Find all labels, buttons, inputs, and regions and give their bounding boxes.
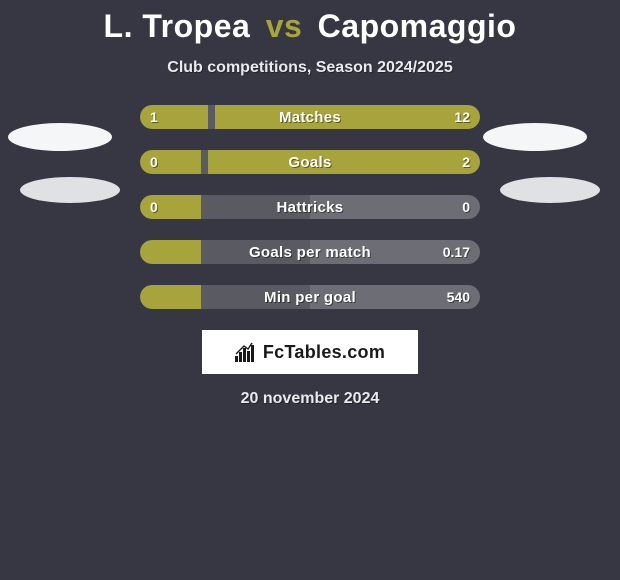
stat-row: 540Min per goal	[140, 285, 480, 309]
stat-row: 0.17Goals per match	[140, 240, 480, 264]
player1-name: L. Tropea	[104, 8, 251, 44]
stat-value-right: 0.17	[443, 240, 470, 264]
stat-value-left: 1	[150, 105, 158, 129]
stat-value-right: 12	[454, 105, 470, 129]
stats-container: 112Matches02Goals00Hattricks0.17Goals pe…	[0, 105, 620, 309]
stat-track	[140, 240, 480, 264]
stat-track	[140, 195, 480, 219]
brand-text: FcTables.com	[263, 342, 385, 363]
stat-fill-left	[140, 240, 201, 264]
stat-value-right: 2	[462, 150, 470, 174]
stat-track	[140, 285, 480, 309]
stat-track	[140, 105, 480, 129]
stat-value-right: 540	[447, 285, 470, 309]
bar-chart-icon	[235, 342, 257, 362]
stat-track	[140, 150, 480, 174]
vs-label: vs	[266, 8, 303, 44]
stat-row: 00Hattricks	[140, 195, 480, 219]
stat-row: 02Goals	[140, 150, 480, 174]
brand-box: FcTables.com	[202, 330, 418, 374]
subtitle: Club competitions, Season 2024/2025	[0, 59, 620, 77]
comparison-title: L. Tropea vs Capomaggio	[0, 0, 620, 45]
stat-value-left: 0	[150, 195, 158, 219]
stat-value-left: 0	[150, 150, 158, 174]
player2-name: Capomaggio	[318, 8, 517, 44]
stat-row: 112Matches	[140, 105, 480, 129]
stat-fill-right	[215, 105, 480, 129]
stat-fill-left	[140, 285, 201, 309]
date-label: 20 november 2024	[0, 390, 620, 408]
stat-value-right: 0	[462, 195, 470, 219]
stat-fill-right	[208, 150, 480, 174]
